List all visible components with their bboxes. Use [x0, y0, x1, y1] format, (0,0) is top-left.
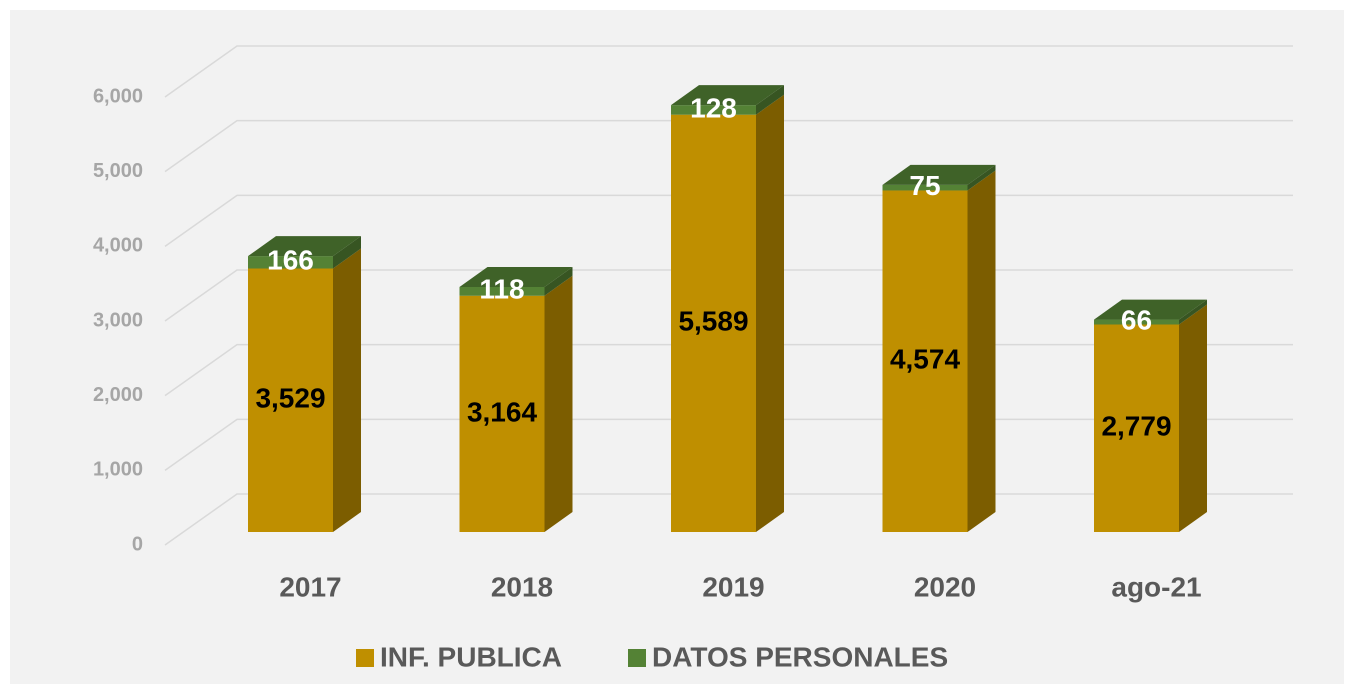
x-tick-label: 2017 — [279, 571, 341, 602]
bar-side — [544, 275, 573, 532]
y-tick-label: 5,000 — [93, 160, 143, 182]
data-label: 75 — [909, 170, 940, 201]
x-tick-label: 2020 — [914, 571, 976, 602]
data-label: 3,164 — [467, 396, 537, 427]
bar-front — [671, 114, 756, 533]
bar-top — [459, 266, 573, 287]
bar-side — [1179, 299, 1207, 325]
data-label: 118 — [479, 274, 524, 305]
bar-front — [671, 105, 756, 115]
grid-line — [164, 119, 1293, 173]
bar-side — [544, 266, 573, 296]
bar-front — [882, 184, 968, 191]
x-tick-label: 2019 — [702, 571, 764, 602]
bar-front — [459, 295, 545, 532]
bar-side — [756, 85, 784, 115]
bar-side — [967, 164, 996, 191]
data-label: 4,574 — [890, 344, 960, 375]
data-label: 2,779 — [1101, 411, 1171, 442]
y-tick-label: 3,000 — [93, 309, 143, 331]
data-label: 66 — [1121, 304, 1152, 335]
data-label: 5,589 — [678, 306, 748, 337]
y-tick-label: 2,000 — [93, 384, 143, 406]
bar-top — [882, 164, 996, 185]
bar-top — [248, 236, 361, 257]
data-label: 3,529 — [255, 383, 325, 414]
legend-swatch — [356, 649, 374, 667]
bar-front — [459, 286, 545, 296]
data-label: 166 — [267, 245, 314, 276]
bar-side — [756, 94, 784, 533]
bar-front — [1094, 324, 1179, 532]
y-tick-label: 0 — [132, 533, 143, 555]
bar-side — [1179, 304, 1207, 532]
x-tick-label: ago-21 — [1111, 571, 1201, 602]
bar-side — [967, 170, 996, 532]
y-tick-label: 4,000 — [93, 235, 143, 257]
y-tick-label: 6,000 — [93, 85, 143, 107]
data-label: 128 — [690, 92, 737, 123]
bar-front — [1094, 319, 1179, 325]
bar-top — [671, 85, 784, 106]
bar-side — [333, 248, 361, 532]
bar-front — [248, 268, 333, 532]
y-tick-label: 1,000 — [93, 459, 143, 481]
legend-swatch — [628, 649, 646, 667]
bar-front — [882, 190, 968, 532]
legend-label: INF. PUBLICA — [380, 641, 562, 672]
bar-side — [333, 236, 361, 269]
grid-line — [164, 45, 1293, 98]
bar-top — [1094, 299, 1207, 320]
bar-front — [248, 256, 333, 269]
legend-label: DATOS PERSONALES — [652, 641, 948, 672]
x-tick-label: 2018 — [491, 571, 553, 602]
